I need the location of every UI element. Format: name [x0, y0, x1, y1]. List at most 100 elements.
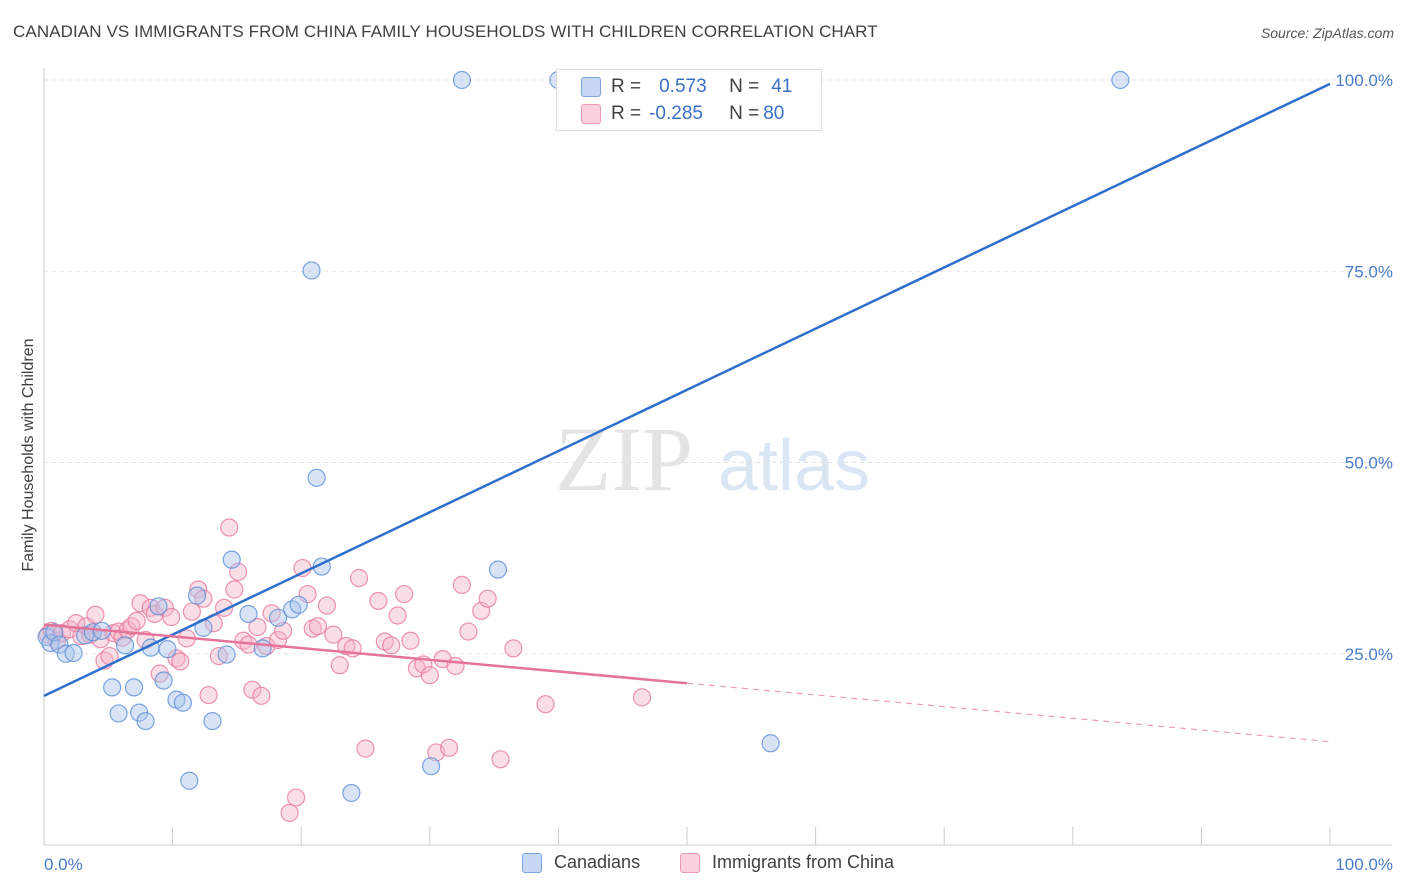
point-china	[317, 596, 337, 615]
point-china	[268, 630, 288, 650]
point-china	[162, 607, 181, 627]
point-china	[439, 738, 459, 757]
x-tick-label: 0.0%	[44, 855, 83, 874]
source-label: Source: ZipAtlas.com	[1260, 25, 1394, 41]
point-canadians	[421, 757, 441, 776]
chart-title: CANADIAN VS IMMIGRANTS FROM CHINA FAMILY…	[13, 22, 878, 41]
point-china	[349, 568, 369, 588]
point-china	[155, 598, 174, 617]
legend-label-canadians: Canadians	[554, 852, 641, 872]
point-china	[491, 750, 510, 769]
point-canadians	[217, 645, 236, 664]
point-china	[122, 617, 141, 636]
point-china	[220, 518, 239, 537]
stats-r-label: R =	[611, 76, 642, 97]
point-canadians	[64, 643, 83, 663]
watermark-atlas: atlas	[718, 426, 870, 506]
legend-label-china: Immigrants from China	[712, 852, 895, 872]
trend-line-china	[43, 623, 688, 685]
point-china	[243, 680, 262, 699]
point-canadians	[283, 600, 302, 619]
point-canadians	[307, 468, 326, 487]
point-canadians	[268, 608, 288, 627]
point-canadians	[149, 597, 168, 616]
point-china	[225, 580, 244, 599]
point-canadians	[342, 783, 361, 803]
point-china	[330, 656, 349, 675]
trend-line-canadians	[43, 82, 1331, 697]
point-canadians	[452, 70, 472, 90]
point-canadians	[154, 671, 173, 690]
point-canadians	[488, 560, 508, 579]
point-china	[286, 788, 306, 807]
point-china	[280, 803, 299, 822]
point-china	[356, 739, 375, 758]
point-canadians	[124, 678, 144, 697]
point-canadians	[239, 604, 258, 624]
point-china	[446, 656, 465, 676]
stats-n-value: 80	[763, 103, 785, 124]
point-china	[369, 591, 388, 611]
point-china	[182, 602, 201, 621]
stats-r-value: 0.573	[659, 76, 707, 97]
point-canadians	[222, 550, 241, 569]
point-canadians	[50, 635, 69, 654]
point-china	[209, 646, 228, 666]
point-china	[308, 617, 328, 636]
point-china	[131, 594, 150, 613]
y-tick-label: 25.0%	[1345, 645, 1393, 664]
stats-box: R = 0.573 N = 41 R = -0.285 N = 80	[556, 69, 822, 131]
point-china	[171, 652, 190, 671]
point-canadians	[203, 711, 222, 731]
stats-n-label: N =	[729, 103, 760, 124]
stats-r-value: -0.285	[649, 103, 703, 124]
point-canadians	[1111, 70, 1130, 90]
point-canadians	[289, 595, 308, 614]
legend-item-canadians[interactable]: Canadians	[522, 852, 640, 873]
point-canadians	[103, 678, 122, 697]
point-china	[252, 686, 271, 705]
point-canadians	[187, 586, 207, 605]
watermark: ZIP atlas	[555, 408, 870, 510]
watermark-zip: ZIP	[555, 408, 693, 510]
trend-line-china-extension	[686, 682, 1331, 743]
point-canadians	[136, 711, 155, 731]
point-china	[324, 625, 343, 644]
point-china	[382, 636, 401, 655]
point-china	[262, 604, 281, 623]
y-tick-label: 100.0%	[1335, 71, 1393, 90]
point-china	[504, 639, 523, 658]
point-canadians	[302, 261, 321, 280]
stats-n-label: N =	[729, 76, 760, 97]
point-china	[388, 606, 407, 625]
point-canadians	[56, 644, 75, 663]
point-canadians	[115, 636, 135, 655]
x-tick-label: 100.0%	[1335, 855, 1393, 874]
point-china	[420, 666, 439, 685]
legend-item-china[interactable]: Immigrants from China	[680, 852, 894, 873]
stats-n-value: 41	[771, 76, 793, 97]
legend-swatch-canadians	[522, 852, 542, 873]
point-canadians	[109, 704, 128, 723]
point-china	[394, 584, 414, 604]
point-canadians	[761, 734, 780, 753]
stats-row-canadians: R = 0.573 N = 41	[557, 74, 792, 100]
point-canadians	[180, 771, 199, 790]
legend-swatch-china	[680, 852, 700, 873]
point-china	[459, 622, 478, 641]
point-canadians	[41, 633, 60, 653]
point-canadians	[158, 640, 177, 659]
y-tick-label: 75.0%	[1345, 262, 1393, 281]
point-china	[452, 575, 472, 595]
point-china	[536, 695, 555, 714]
stats-swatch-china	[581, 104, 601, 124]
stats-r-label: R =	[611, 103, 642, 124]
point-canadians	[253, 639, 272, 658]
point-china	[86, 605, 105, 624]
stats-swatch-canadians	[581, 77, 601, 97]
point-canadians	[173, 693, 192, 712]
point-china	[127, 611, 146, 630]
point-china	[632, 688, 652, 707]
y-tick-label: 50.0%	[1345, 454, 1393, 473]
